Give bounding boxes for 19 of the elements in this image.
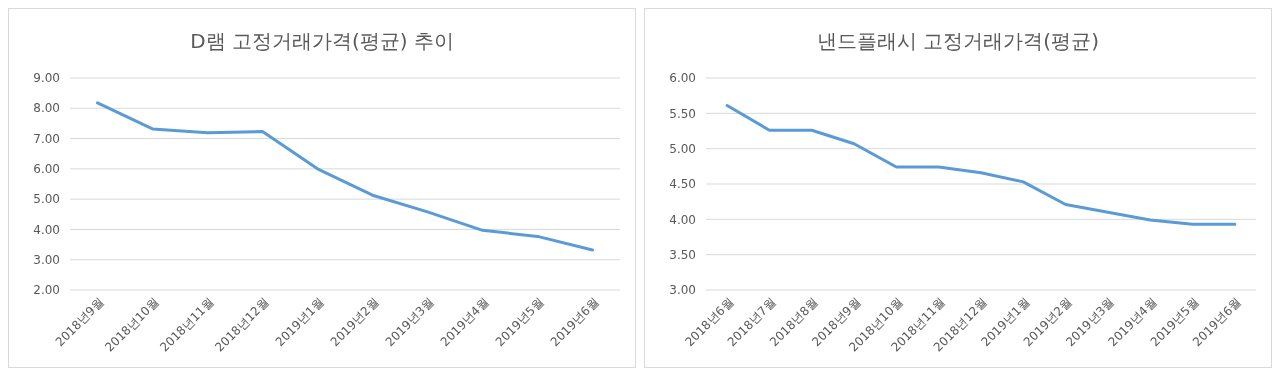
line-series [725,104,1237,226]
y-tick-label: 7.00 [33,131,60,146]
y-tick-label: 3.50 [669,247,696,262]
y-tick-label: 4.00 [669,212,696,227]
y-tick-label: 8.00 [33,101,60,116]
y-tick-label: 9.00 [33,71,60,86]
y-tick-label: 6.00 [33,162,60,177]
y-tick-label: 5.00 [33,192,60,207]
y-tick-label: 3.00 [669,283,696,298]
y-tick-label: 4.50 [669,177,696,192]
line-series [96,101,594,252]
chart-title: 낸드플래시 고정거래가격(평균) [817,29,1099,53]
y-tick-label: 2.00 [33,283,60,298]
y-tick-label: 3.00 [33,252,60,267]
chart-title: D램 고정거래가격(평균) 추이 [190,29,454,53]
y-tick-label: 4.00 [33,222,60,237]
y-tick-label: 5.50 [669,106,696,121]
y-tick-label: 5.00 [669,141,696,156]
y-tick-label: 6.00 [669,71,696,86]
